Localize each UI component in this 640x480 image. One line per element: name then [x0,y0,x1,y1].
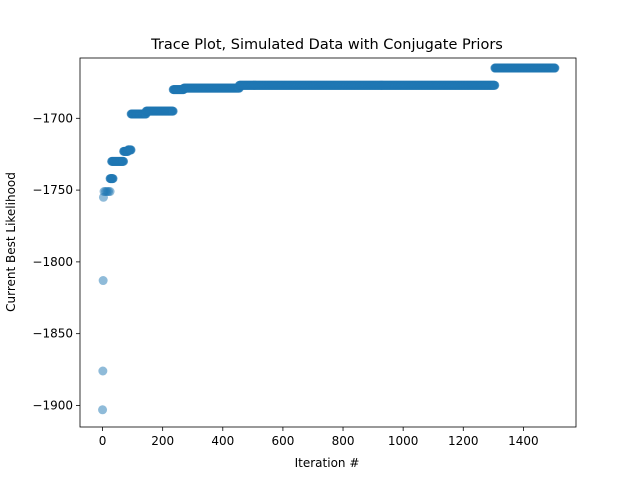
y-axis-ticks: −1900 −1850 −1800 −1750 −1700 [32,111,80,412]
data-point [105,187,115,197]
x-tick-label: 1400 [508,434,539,448]
y-tick-label: −1900 [32,398,73,412]
x-tick-label: 600 [271,434,294,448]
data-point [98,405,108,415]
data-point [126,145,136,155]
chart-title: Trace Plot, Simulated Data with Conjugat… [150,37,503,53]
data-point [550,63,560,73]
x-axis-ticks: 0 200 400 600 800 1000 1200 1400 [99,427,539,448]
y-axis-label: Current Best Likelihood [4,172,18,312]
data-point [98,366,108,376]
data-point [119,156,129,166]
y-tick-label: −1850 [32,327,73,341]
data-point [108,174,118,184]
y-tick-label: −1750 [32,183,73,197]
data-point [168,106,178,116]
x-tick-label: 1200 [448,434,479,448]
data-point [490,80,500,90]
x-axis-label: Iteration # [295,456,360,470]
x-tick-label: 400 [211,434,234,448]
x-tick-label: 200 [151,434,174,448]
x-tick-label: 1000 [388,434,419,448]
x-tick-label: 800 [332,434,355,448]
data-point [98,276,108,286]
data-points [98,63,560,415]
x-tick-label: 0 [99,434,107,448]
y-tick-label: −1800 [32,255,73,269]
plot-frame [79,57,577,428]
y-tick-label: −1700 [32,111,73,125]
